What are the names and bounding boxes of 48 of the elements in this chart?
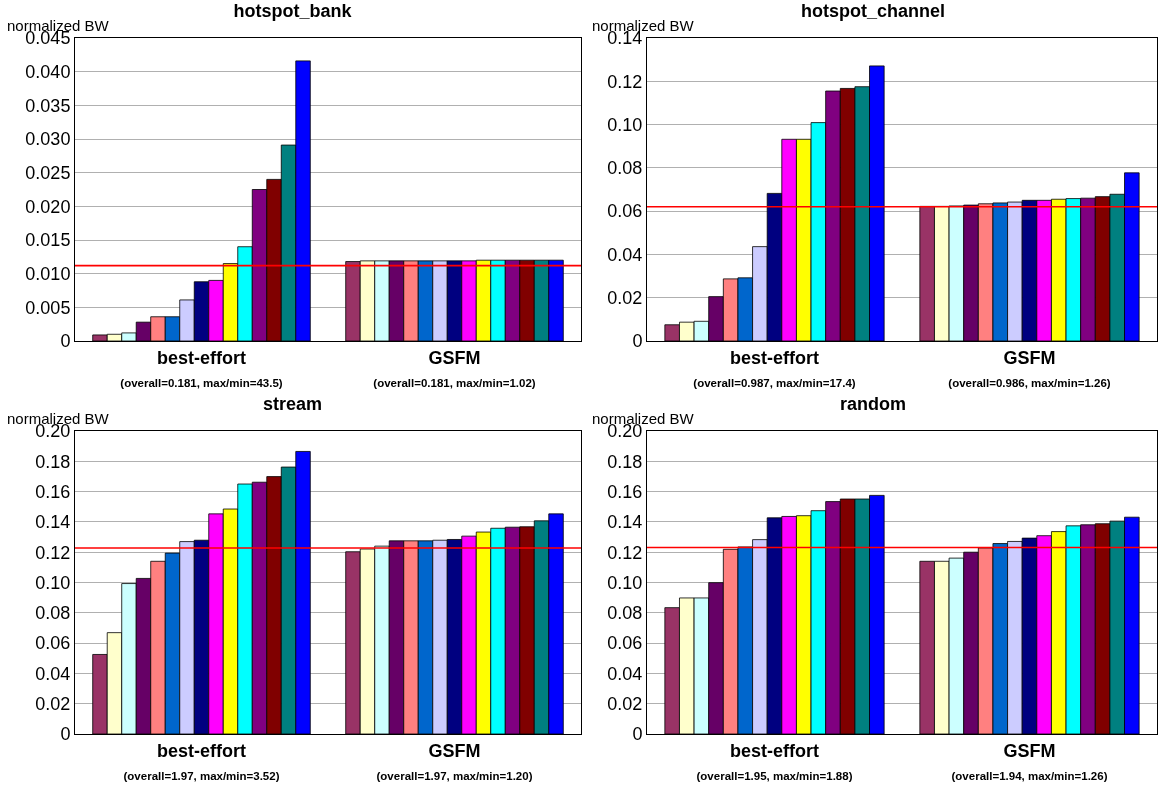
y-tick-label: 0.04 [607,244,643,265]
x-tick-label: best-effort (overall=0.987, max/min=17.4) [693,347,856,389]
chart-title: stream [262,393,323,414]
y-tick-label: 0.02 [607,694,643,714]
y-tick-label: 0 [632,331,643,352]
y-tick-label: 0.16 [35,481,71,502]
y-tick-label: 0.18 [35,451,71,472]
x-tick-label: GSFM (overall=0.181, max/min=1.02) [373,347,536,389]
chart-title: random [839,393,907,414]
y-tick-label: 0.14 [607,512,643,533]
chart-title: hotspot_channel [800,0,946,21]
y-tick-label: 0.16 [607,481,643,502]
x-tick-label: GSFM (overall=0.986, max/min=1.26) [948,347,1111,389]
x-tick-label: best-effort (overall=1.97, max/min=3.52) [123,740,280,782]
y-tick-label: 0.02 [35,694,71,714]
y-tick-label: 0.04 [35,663,71,684]
y-tick-label: 0.04 [607,663,643,684]
y-tick-label: 0 [632,724,643,745]
y-tick-label: 0.035 [25,95,71,116]
y-tick-label: 0.025 [25,162,71,183]
y-tick-label: 0.08 [35,603,71,624]
y-tick-label: 0.020 [25,196,71,217]
y-tick-label: 0.010 [25,263,71,284]
y-tick-label: 0.18 [607,451,643,472]
y-tick-label: 0.040 [25,61,71,82]
x-tick-label: GSFM (overall=1.97, max/min=1.20) [376,740,533,782]
y-tick-label: 0 [60,331,71,352]
y-tick-label: 0.06 [35,633,71,654]
y-tick-label: 0.005 [25,297,71,318]
y-tick-label: 0.08 [607,603,643,624]
chart-title: hotspot_bank [233,0,353,21]
y-tick-label: 0.06 [607,201,643,222]
y-tick-label: 0.08 [607,158,643,179]
x-tick-label: best-effort (overall=1.95, max/min=1.88) [696,740,853,782]
y-tick-label: 0.12 [607,71,643,92]
y-tick-label: 0.06 [607,633,643,654]
y-tick-label: 0.12 [35,542,71,563]
y-tick-label: 0.10 [607,114,643,135]
y-tick-label: 0.10 [35,572,71,593]
x-tick-label: best-effort (overall=0.181, max/min=43.5) [120,347,283,389]
y-tick-label: 0.02 [607,288,643,309]
y-tick-label: 0.030 [25,129,71,150]
y-tick-label: 0.14 [35,512,71,533]
y-tick-label: 0.12 [607,542,643,563]
y-tick-label: 0.10 [607,572,643,593]
y-tick-label: 0 [60,724,71,745]
y-tick-label: 0.015 [25,230,71,251]
x-tick-label: GSFM (overall=1.94, max/min=1.26) [951,740,1108,782]
